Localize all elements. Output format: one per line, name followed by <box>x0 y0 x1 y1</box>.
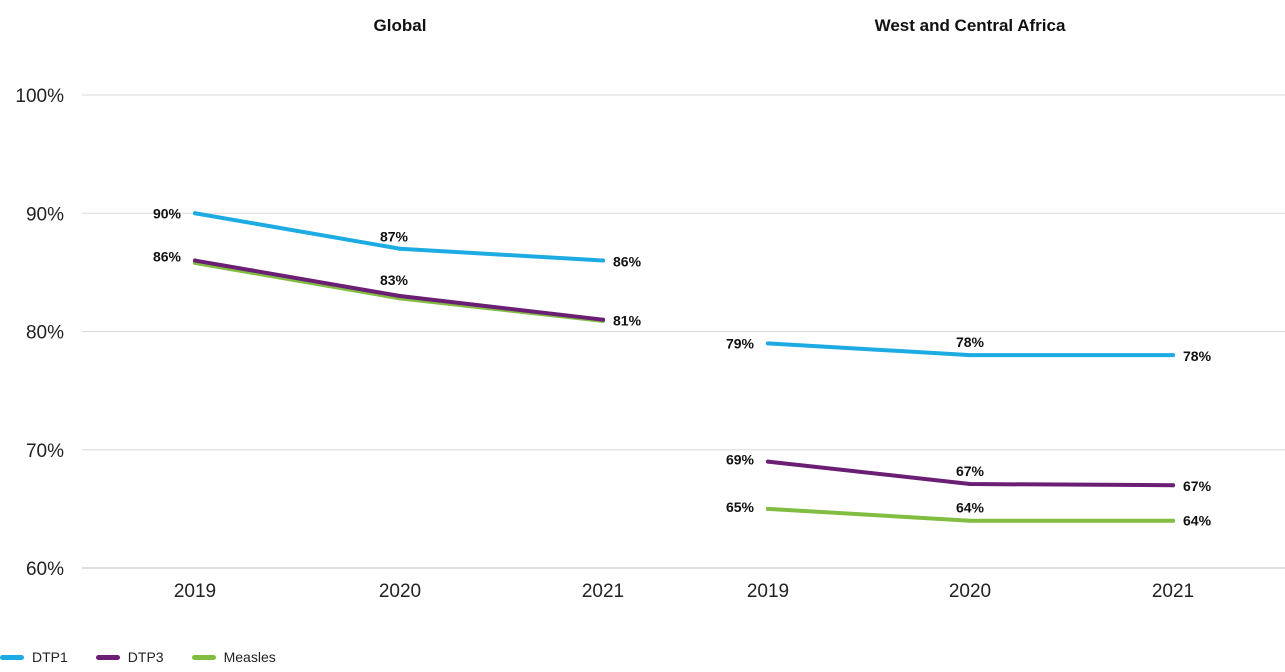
panel-title-global: Global <box>374 16 427 35</box>
data-point-global-dtp3-2019 <box>193 258 197 263</box>
data-point-west-and-central-africa-dtp1-2019 <box>766 341 770 346</box>
panel-title-west-and-central-africa: West and Central Africa <box>875 16 1066 35</box>
data-label-west-and-central-africa-dtp3-2019: 69% <box>726 452 755 468</box>
legend-swatch-dtp1 <box>0 654 24 660</box>
x-tick-label-global-2019: 2019 <box>174 581 216 602</box>
data-label-global-dtp3-2021: 81% <box>613 313 642 329</box>
y-tick-label-70: 70% <box>26 441 64 462</box>
legend: DTP1 DTP3 Measles <box>0 648 304 666</box>
data-label-global-dtp3-2019: 86% <box>153 249 182 265</box>
data-label-west-and-central-africa-measles-2021: 64% <box>1183 513 1212 529</box>
y-tick-label-90: 90% <box>26 204 64 225</box>
legend-item-dtp1: DTP1 <box>0 649 68 665</box>
data-label-global-dtp3-2020: 83% <box>380 272 409 288</box>
data-label-west-and-central-africa-dtp1-2020: 78% <box>956 334 985 350</box>
y-tick-label-80: 80% <box>26 323 64 344</box>
legend-label-dtp3: DTP3 <box>127 649 164 665</box>
data-label-global-dtp1-2019: 90% <box>153 205 182 221</box>
data-point-global-dtp1-2020 <box>398 246 402 251</box>
data-point-west-and-central-africa-dtp1-2020 <box>968 353 972 358</box>
data-point-west-and-central-africa-dtp3-2019 <box>766 459 770 464</box>
data-point-west-and-central-africa-dtp3-2021 <box>1171 483 1175 488</box>
data-point-west-and-central-africa-dtp1-2021 <box>1171 353 1175 358</box>
legend-swatch-measles <box>191 654 216 660</box>
data-point-west-and-central-africa-measles-2019 <box>766 506 770 511</box>
x-tick-label-global-2020: 2020 <box>379 581 421 602</box>
legend-swatch-dtp3 <box>95 654 120 660</box>
legend-label-dtp1: DTP1 <box>32 649 68 665</box>
data-point-west-and-central-africa-measles-2021 <box>1171 518 1175 523</box>
legend-item-measles: Measles <box>191 649 276 665</box>
data-label-west-and-central-africa-dtp3-2020: 67% <box>956 463 985 479</box>
data-point-west-and-central-africa-measles-2020 <box>968 518 972 523</box>
x-tick-label-global-2021: 2021 <box>582 581 624 602</box>
legend-label-measles: Measles <box>223 649 276 665</box>
data-point-global-dtp3-2020 <box>398 294 402 299</box>
x-tick-label-west-and-central-africa-2019: 2019 <box>747 581 789 602</box>
data-point-global-dtp1-2021 <box>601 258 605 263</box>
x-tick-label-west-and-central-africa-2021: 2021 <box>1152 581 1194 602</box>
data-point-global-dtp3-2021 <box>601 317 605 322</box>
series-line-global-dtp3 <box>193 258 605 322</box>
data-point-west-and-central-africa-dtp3-2020 <box>968 482 972 487</box>
data-label-west-and-central-africa-dtp3-2021: 67% <box>1183 478 1212 494</box>
data-label-west-and-central-africa-measles-2019: 65% <box>726 499 755 515</box>
data-label-west-and-central-africa-measles-2020: 64% <box>956 500 985 516</box>
data-point-global-dtp1-2019 <box>193 211 197 216</box>
legend-item-dtp3: DTP3 <box>95 649 164 665</box>
y-tick-label-100: 100% <box>15 86 64 107</box>
data-label-global-dtp1-2020: 87% <box>380 229 409 245</box>
x-tick-label-west-and-central-africa-2020: 2020 <box>949 581 991 602</box>
data-label-west-and-central-africa-dtp1-2021: 78% <box>1183 348 1212 364</box>
y-tick-label-60: 60% <box>26 559 64 580</box>
data-label-global-dtp1-2021: 86% <box>613 254 642 270</box>
data-label-west-and-central-africa-dtp1-2019: 79% <box>726 335 755 351</box>
